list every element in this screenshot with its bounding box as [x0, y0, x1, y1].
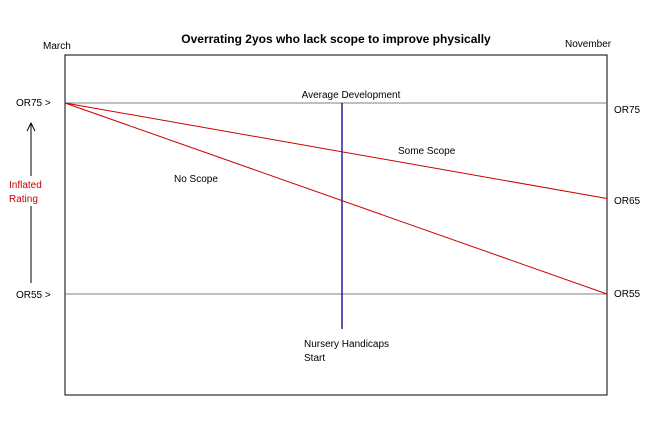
arrow-caption-line1: Inflated — [9, 180, 42, 191]
line-no-scope — [64, 102, 608, 295]
start-period-label: March — [43, 41, 71, 52]
right-label-or55: OR55 — [614, 289, 641, 300]
end-period-label: November — [565, 39, 612, 50]
right-label-or75: OR75 — [614, 105, 641, 116]
milestone-bottom-label-line2: Start — [304, 353, 325, 364]
line-label-some-scope: Some Scope — [398, 146, 456, 157]
diagram-title: Overrating 2yos who lack scope to improv… — [181, 32, 491, 46]
arrow-head-icon — [26, 121, 36, 132]
left-label-or75: OR75 > — [16, 98, 51, 109]
milestone-bottom-label-line1: Nursery Handicaps — [304, 339, 389, 350]
line-label-no-scope: No Scope — [174, 174, 218, 185]
plot-frame — [64, 54, 608, 396]
milestone-top-label: Average Development — [302, 90, 401, 101]
line-some-scope — [64, 102, 608, 199]
arrow-caption-backdrop — [6, 176, 48, 206]
left-label-or55: OR55 > — [16, 290, 51, 301]
arrow-caption-line2: Rating — [9, 194, 38, 205]
right-label-or65: OR65 — [614, 196, 641, 207]
